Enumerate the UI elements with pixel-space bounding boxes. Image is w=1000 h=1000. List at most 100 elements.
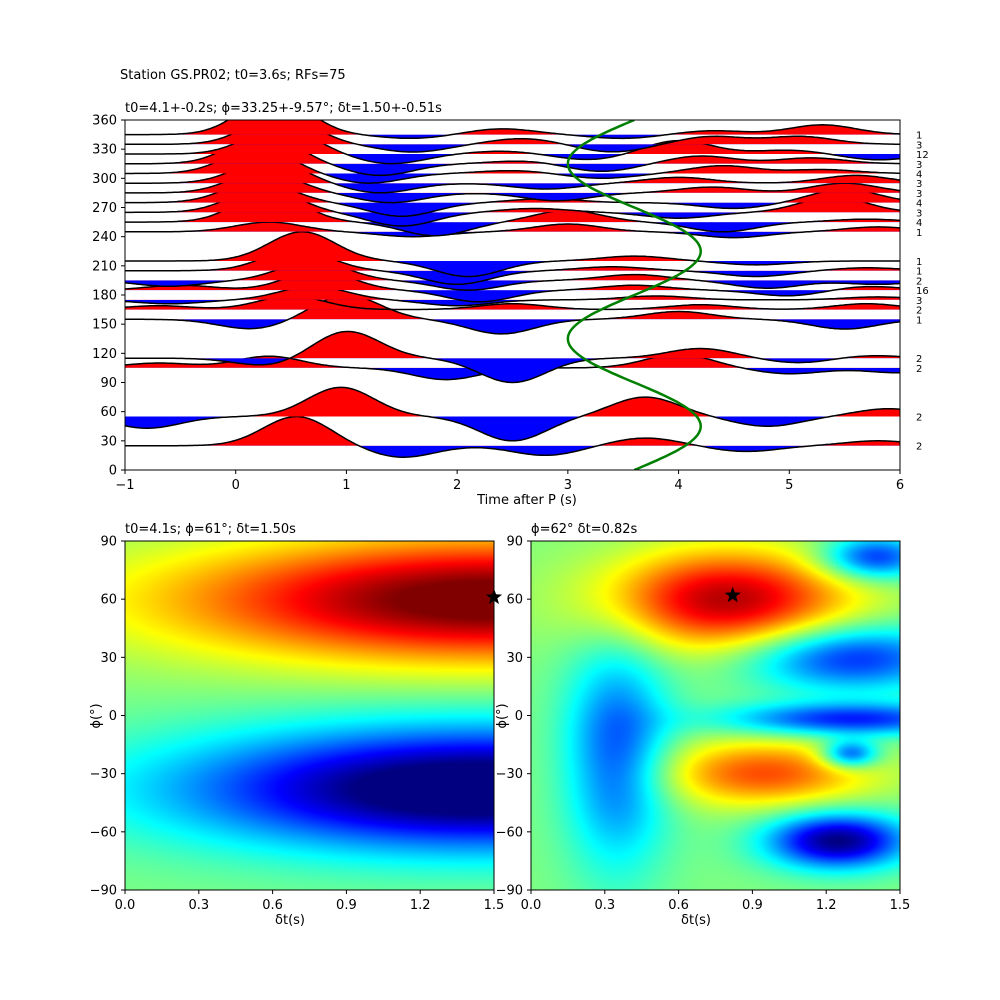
figure-suptitle: Station GS.PR02; t0=3.6s; RFs=75 — [120, 68, 346, 83]
rf-trace-negative-fill — [333, 202, 781, 217]
grid-x-tick-label: 0.0 — [115, 898, 136, 913]
energy-grid-right-panel: ϕ=62° δt=0.82s 0.0 0.3 0.6 0.9 1.2 1.5 −90 −60… — [495, 522, 910, 928]
rf-trace-count: 16 — [916, 286, 929, 297]
grid-x-tick-label: 0.0 — [521, 898, 542, 913]
rf-x-tick-label: 5 — [785, 478, 793, 493]
rf-trace-count: 1 — [916, 267, 922, 278]
rf-y-tick-label: 30 — [100, 434, 117, 449]
rf-trace-line — [125, 285, 900, 307]
grid-y-tick-label: −90 — [496, 884, 523, 899]
rf-trace-positive-fill — [125, 126, 900, 155]
rf-trace-count: 3 — [916, 296, 922, 307]
rf-y-tick-label: 330 — [92, 143, 117, 158]
grid-x-tick-label: 0.3 — [188, 898, 209, 913]
rf-trace-count: 2 — [916, 354, 922, 365]
rf-trace-positive-fill — [176, 416, 900, 446]
right-grid-y-axis-label: ϕ(°) — [495, 703, 510, 728]
rf-y-tick-label: 180 — [92, 289, 117, 304]
rf-trace-line — [125, 295, 900, 311]
rf-x-tick-label: 6 — [896, 478, 904, 493]
left-grid-x-axis-label: δt(s) — [275, 913, 305, 928]
rf-trace-positive-fill — [125, 295, 900, 320]
rf-trace-count: 4 — [916, 199, 922, 210]
rf-trace-count: 12 — [916, 150, 929, 161]
rf-trace-positive-fill — [125, 120, 900, 145]
rf-y-tick-label: 270 — [92, 201, 117, 216]
rf-trace-count: 4 — [916, 170, 922, 181]
grid-x-tick-label: 0.9 — [336, 898, 357, 913]
rf-trace-line — [125, 294, 900, 335]
rf-trace-count: 2 — [916, 276, 922, 287]
rf-trace-positive-fill — [125, 387, 900, 417]
rf-panel-title: t0=4.1+-0.2s; ϕ=33.25+-9.57°; δt=1.50+-0… — [125, 101, 442, 116]
grid-x-tick-label: 0.6 — [668, 898, 689, 913]
rf-trace-negative-fill — [125, 183, 900, 193]
left-grid-x-ticks: 0.0 0.3 0.6 0.9 1.2 1.5 — [115, 890, 505, 913]
rf-trace-count: 4 — [916, 218, 922, 229]
left-grid-y-axis-label: ϕ(°) — [89, 703, 104, 728]
best-fit-star-icon — [724, 586, 741, 603]
grid-y-tick-label: 30 — [100, 651, 117, 666]
grid-y-tick-label: 60 — [100, 593, 117, 608]
rf-trace-count: 2 — [916, 364, 922, 375]
rf-trace-line — [125, 231, 900, 278]
rf-x-ticks: −1 0 1 2 3 4 5 6 — [115, 470, 904, 493]
grid-y-tick-label: −30 — [90, 767, 117, 782]
rf-trace-line — [125, 330, 900, 384]
rf-trace-negative-fill — [125, 260, 900, 277]
grid-x-tick-label: 0.3 — [594, 898, 615, 913]
right-grid-marks — [724, 586, 741, 603]
grid-y-tick-label: 90 — [506, 535, 523, 550]
rf-trace-negative-fill — [125, 280, 900, 291]
rf-trace-negative-fill — [402, 290, 834, 302]
grid-y-tick-label: −60 — [496, 825, 523, 840]
energy-grid-left-panel: t0=4.1s; ϕ=61°; δt=1.50s 0.0 0.3 0.6 0.9 1.2… — [89, 522, 504, 928]
rf-trace-line — [125, 260, 900, 291]
rf-trace-count: 1 — [916, 257, 922, 268]
rf-trace-negative-fill — [125, 309, 900, 310]
right-grid-heatmap — [531, 541, 900, 890]
rf-trace-count: 1 — [916, 315, 922, 326]
rf-trace-count: 3 — [916, 179, 922, 190]
right-grid-title: ϕ=62° δt=0.82s — [531, 522, 638, 537]
rf-trace-count: 1 — [916, 228, 922, 239]
rf-trace-negative-fill — [125, 416, 831, 441]
grid-y-tick-label: −60 — [90, 825, 117, 840]
rf-y-tick-label: 150 — [92, 318, 117, 333]
rf-trace-line — [125, 120, 900, 140]
rf-y-tick-label: 360 — [92, 114, 117, 129]
rf-y-tick-label: 90 — [100, 376, 117, 391]
rf-x-tick-label: 0 — [232, 478, 240, 493]
grid-x-tick-label: 1.2 — [410, 898, 431, 913]
rf-y-tick-label: 300 — [92, 172, 117, 187]
rf-trace-line — [125, 221, 900, 239]
right-grid-x-axis-label: δt(s) — [681, 913, 711, 928]
rf-trace-count: 2 — [916, 413, 922, 424]
rf-x-tick-label: 2 — [453, 478, 461, 493]
grid-y-tick-label: 30 — [506, 651, 523, 666]
grid-y-tick-label: 0 — [515, 709, 523, 724]
right-grid-x-ticks: 0.0 0.3 0.6 0.9 1.2 1.5 — [521, 890, 910, 913]
rf-trace-count: 3 — [916, 140, 922, 151]
left-grid-title: t0=4.1s; ϕ=61°; δt=1.50s — [125, 522, 296, 537]
grid-y-tick-label: −90 — [90, 884, 117, 899]
grid-x-tick-label: 1.5 — [484, 898, 505, 913]
grid-y-tick-label: 0 — [109, 709, 117, 724]
rf-y-tick-label: 120 — [92, 347, 117, 362]
rf-x-tick-label: −1 — [115, 478, 134, 493]
rf-trace-count: 3 — [916, 189, 922, 200]
rf-trace-count: 2 — [916, 442, 922, 453]
rf-trace-count: 1 — [916, 131, 922, 142]
rf-trace-positive-fill — [289, 331, 900, 359]
rf-trace-line — [125, 269, 900, 303]
rf-traces-group — [125, 120, 900, 470]
rf-trace-negative-fill — [125, 222, 900, 236]
rf-trace-line — [125, 415, 900, 458]
rf-trace-positive-fill — [125, 296, 900, 310]
right-grid-y-ticks: −90 −60 −30 0 30 60 90 — [496, 535, 531, 899]
rf-trace-count: 3 — [916, 208, 922, 219]
grid-y-tick-label: −30 — [496, 767, 523, 782]
rf-y-tick-label: 0 — [109, 464, 117, 479]
